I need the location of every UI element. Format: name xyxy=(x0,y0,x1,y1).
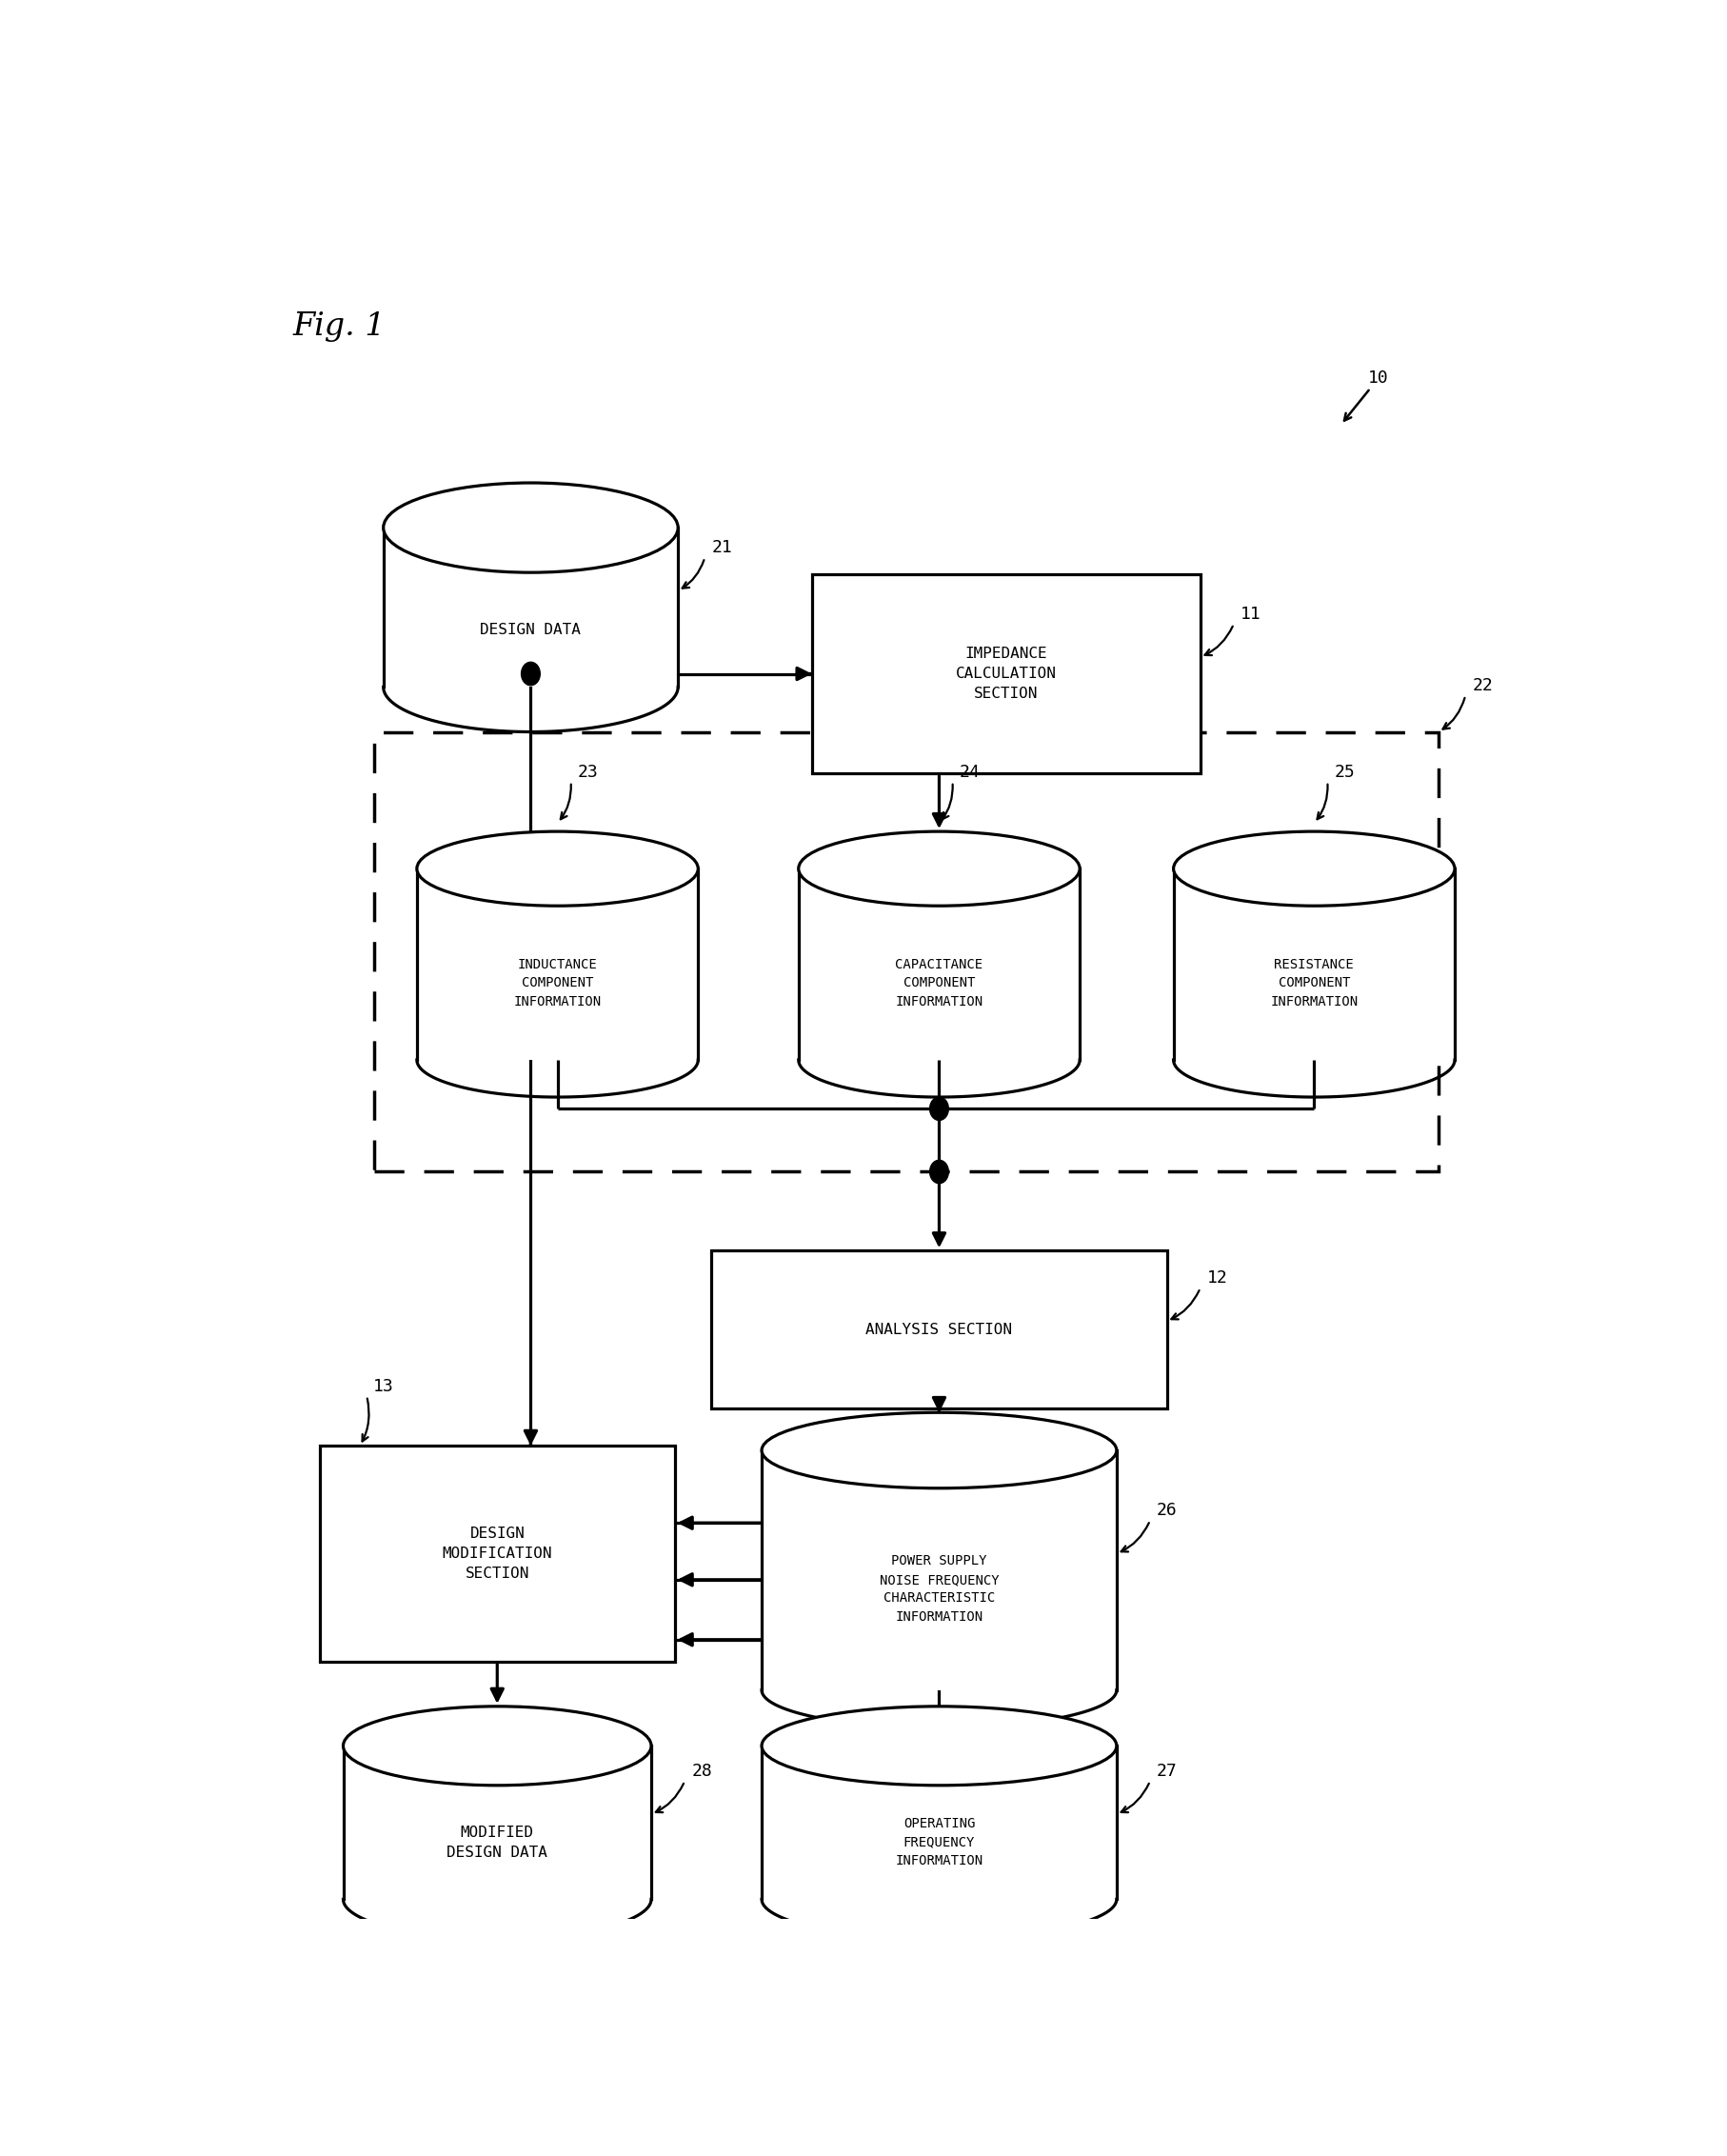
Circle shape xyxy=(522,662,541,686)
Bar xyxy=(712,1250,1166,1408)
Ellipse shape xyxy=(383,483,677,573)
Text: 10: 10 xyxy=(1368,371,1387,388)
Text: 21: 21 xyxy=(712,539,732,556)
Text: RESISTANCE
COMPONENT
INFORMATION: RESISTANCE COMPONENT INFORMATION xyxy=(1269,957,1357,1009)
Polygon shape xyxy=(762,1451,1116,1690)
Bar xyxy=(373,731,1439,1173)
Ellipse shape xyxy=(416,832,698,906)
Text: DESIGN
MODIFICATION
SECTION: DESIGN MODIFICATION SECTION xyxy=(442,1526,553,1580)
Text: 25: 25 xyxy=(1333,763,1354,780)
Text: 22: 22 xyxy=(1471,677,1492,694)
Text: DESIGN DATA: DESIGN DATA xyxy=(480,623,580,636)
Text: 11: 11 xyxy=(1240,606,1261,623)
Polygon shape xyxy=(344,1746,651,1899)
Text: 28: 28 xyxy=(691,1764,712,1781)
Text: Fig. 1: Fig. 1 xyxy=(292,313,385,343)
Circle shape xyxy=(929,1097,948,1121)
Ellipse shape xyxy=(344,1705,651,1785)
Text: 13: 13 xyxy=(373,1378,394,1395)
Polygon shape xyxy=(416,869,698,1061)
Text: ANALYSIS SECTION: ANALYSIS SECTION xyxy=(865,1322,1012,1337)
Text: 27: 27 xyxy=(1155,1764,1176,1781)
Circle shape xyxy=(929,1160,948,1184)
Bar xyxy=(319,1447,674,1662)
Ellipse shape xyxy=(762,1705,1116,1785)
Text: 26: 26 xyxy=(1155,1503,1176,1520)
Text: 12: 12 xyxy=(1205,1270,1226,1287)
Text: MODIFIED
DESIGN DATA: MODIFIED DESIGN DATA xyxy=(447,1826,547,1858)
Bar xyxy=(812,573,1200,774)
Ellipse shape xyxy=(798,832,1079,906)
Text: INDUCTANCE
COMPONENT
INFORMATION: INDUCTANCE COMPONENT INFORMATION xyxy=(513,957,601,1009)
Ellipse shape xyxy=(762,1412,1116,1488)
Text: OPERATING
FREQUENCY
INFORMATION: OPERATING FREQUENCY INFORMATION xyxy=(895,1818,983,1867)
Polygon shape xyxy=(383,528,677,688)
Text: CAPACITANCE
COMPONENT
INFORMATION: CAPACITANCE COMPONENT INFORMATION xyxy=(895,957,983,1009)
Polygon shape xyxy=(798,869,1079,1061)
Text: 23: 23 xyxy=(577,763,598,780)
Polygon shape xyxy=(762,1746,1116,1899)
Text: 24: 24 xyxy=(958,763,979,780)
Ellipse shape xyxy=(1173,832,1454,906)
Polygon shape xyxy=(1173,869,1454,1061)
Text: POWER SUPPLY
NOISE FREQUENCY
CHARACTERISTIC
INFORMATION: POWER SUPPLY NOISE FREQUENCY CHARACTERIS… xyxy=(879,1554,998,1623)
Text: IMPEDANCE
CALCULATION
SECTION: IMPEDANCE CALCULATION SECTION xyxy=(955,647,1055,701)
